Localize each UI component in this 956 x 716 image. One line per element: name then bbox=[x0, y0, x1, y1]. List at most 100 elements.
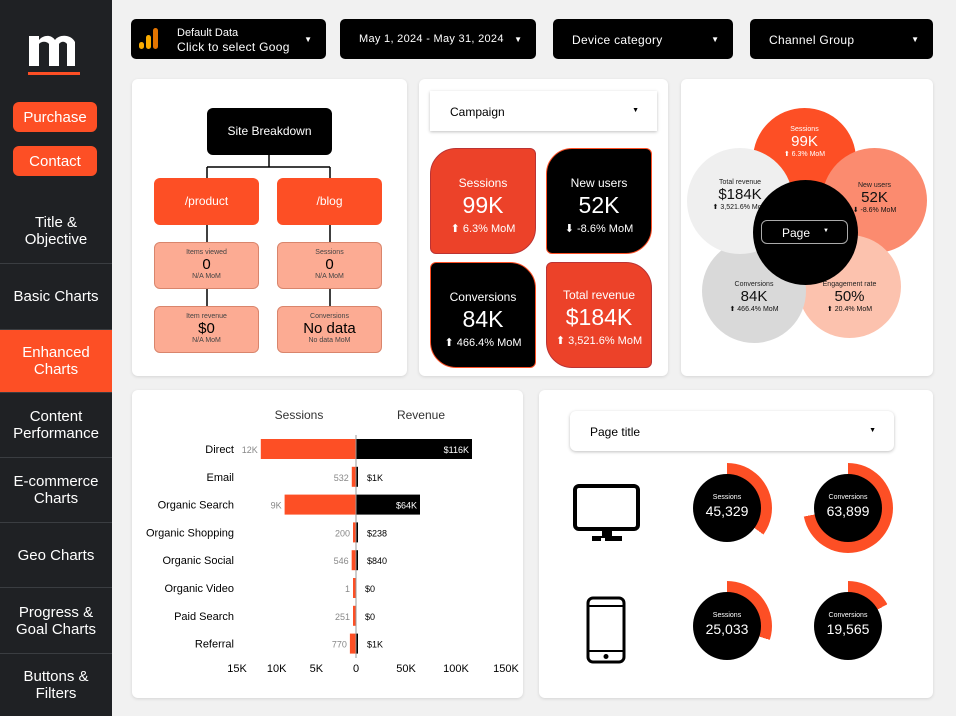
sessions-value-label: 532 bbox=[334, 473, 349, 483]
axis-tick-label: 50K bbox=[396, 663, 416, 675]
chevron-down-icon: ▼ bbox=[632, 107, 639, 114]
chevron-down-icon: ▼ bbox=[711, 35, 719, 44]
kpi-sessions: Sessions 99K ⬆ 6.3% MoM bbox=[430, 148, 536, 254]
channel-group-filter[interactable]: Channel Group ▼ bbox=[750, 19, 933, 59]
sessions-value-label: 12K bbox=[242, 445, 258, 455]
sessions-value-label: 9K bbox=[271, 501, 282, 511]
sessions-bar bbox=[353, 522, 356, 543]
category-label: Organic Shopping bbox=[146, 527, 234, 539]
sessions-bar bbox=[260, 439, 356, 459]
desktop-conversions-gauge: Conversions 63,899 bbox=[803, 463, 893, 553]
campaign-dropdown-label: Campaign bbox=[450, 105, 505, 119]
revenue-value-label: $0 bbox=[365, 612, 375, 622]
revenue-value-label: $840 bbox=[367, 556, 387, 566]
petal-title: Sessions bbox=[790, 126, 819, 133]
category-label: Organic Video bbox=[164, 583, 234, 595]
kpi-new-users: New users 52K ⬇ -8.6% MoM bbox=[546, 148, 652, 254]
revenue-value-label: $238 bbox=[367, 528, 387, 538]
sessions-bar bbox=[351, 466, 356, 487]
metric-value: $0 bbox=[198, 320, 215, 337]
metric-title: Sessions bbox=[315, 249, 344, 256]
gauge-value: 63,899 bbox=[826, 503, 870, 519]
date-range-picker[interactable]: May 1, 2024 - May 31, 2024 ▼ bbox=[340, 19, 536, 59]
kpi-value: $184K bbox=[565, 304, 633, 330]
petal-value: $184K bbox=[718, 186, 762, 203]
campaign-kpi-card: Campaign ▼ Sessions 99K ⬆ 6.3% MoM New u… bbox=[419, 79, 668, 376]
kpi-value: 99K bbox=[462, 192, 504, 218]
nav-content-performance[interactable]: Content Performance bbox=[0, 393, 112, 458]
revenue-value-label: $64K bbox=[396, 501, 417, 511]
purchase-button[interactable]: Purchase bbox=[13, 102, 97, 132]
channel-butterfly-chart-card: Sessions Revenue Direct 12K $116K Email 532 $1K… bbox=[132, 390, 523, 698]
sessions-bar bbox=[284, 494, 356, 515]
revenue-bar bbox=[356, 494, 420, 515]
device-category-label: Device category bbox=[572, 33, 663, 47]
kpi-mom: ⬆ 466.4% MoM bbox=[444, 337, 522, 349]
page-title-dropdown[interactable]: Page title ▼ bbox=[570, 411, 894, 451]
sessions-value-label: 200 bbox=[335, 528, 350, 538]
kpi-value: 52K bbox=[578, 192, 620, 218]
sessions-bar bbox=[353, 578, 356, 598]
analytics-icon bbox=[139, 28, 158, 49]
kpi-mom: ⬇ -8.6% MoM bbox=[564, 223, 634, 235]
metric-mom: N/A MoM bbox=[315, 273, 344, 280]
category-label: Referral bbox=[195, 639, 234, 651]
metric-title: Items viewed bbox=[186, 249, 227, 256]
page-title-dropdown-label: Page title bbox=[590, 425, 641, 439]
sessions-bar bbox=[353, 605, 356, 626]
axis-tick-label: 5K bbox=[310, 663, 324, 675]
petal-mom: ⬆ 3,521.6% MoM bbox=[712, 204, 768, 211]
device-category-filter[interactable]: Device category ▼ bbox=[553, 19, 733, 59]
sessions-bar bbox=[349, 633, 356, 654]
metric-mom: No data MoM bbox=[308, 337, 351, 344]
petal-title: Conversions bbox=[734, 281, 774, 288]
butterfly-chart: Sessions Revenue Direct 12K $116K Email 532 $1K… bbox=[146, 408, 520, 675]
sessions-value-label: 1 bbox=[345, 584, 350, 594]
nav-progress-goal-charts[interactable]: Progress & Goal Charts bbox=[0, 588, 112, 654]
petal-title: Engagement rate bbox=[822, 281, 877, 288]
product-items-viewed: Items viewed 0 N/A MoM bbox=[154, 242, 259, 289]
revenue-value-label: $1K bbox=[367, 473, 383, 483]
petal-title: Total revenue bbox=[718, 179, 762, 186]
nav-buttons-filters[interactable]: Buttons & Filters bbox=[23, 668, 89, 702]
campaign-dropdown[interactable]: Campaign ▼ bbox=[430, 91, 657, 131]
device-performance-card: Page title ▼ Sessions 45,329 Conversions 6… bbox=[539, 390, 933, 698]
revenue-bar bbox=[356, 633, 358, 654]
petal-value: 84K bbox=[740, 288, 768, 305]
sessions-bar bbox=[351, 550, 356, 571]
kpi-title: Conversions bbox=[449, 290, 517, 304]
site-breakdown-card: Site Breakdown /product /blog Items view… bbox=[132, 79, 407, 376]
sessions-header: Sessions bbox=[275, 408, 324, 422]
gauge-value: 25,033 bbox=[705, 621, 749, 637]
petal-value: 50% bbox=[834, 288, 865, 305]
axis-tick-label: 150K bbox=[493, 663, 519, 675]
category-label: Paid Search bbox=[174, 611, 234, 623]
chevron-down-icon: ▼ bbox=[514, 35, 522, 44]
revenue-value-label: $116K bbox=[444, 445, 469, 455]
chevron-down-icon: ▼ bbox=[911, 35, 919, 44]
revenue-bar bbox=[356, 466, 358, 487]
metric-title: Conversions bbox=[310, 313, 349, 320]
data-source-name: Default Data bbox=[177, 27, 239, 39]
chevron-down-icon: ▼ bbox=[304, 35, 312, 44]
nav-geo-charts[interactable]: Geo Charts bbox=[0, 523, 112, 588]
nav-basic-charts[interactable]: Basic Charts bbox=[0, 264, 112, 330]
kpi-total-revenue: Total revenue $184K ⬆ 3,521.6% MoM bbox=[546, 262, 652, 368]
page-dropdown[interactable]: Page ▼ bbox=[761, 220, 848, 244]
data-source-selector[interactable]: Default Data Click to select Goog ▼ bbox=[131, 19, 326, 59]
nav-title-objective[interactable]: Title & Objective bbox=[0, 198, 112, 264]
category-label: Direct bbox=[205, 444, 234, 456]
contact-button[interactable]: Contact bbox=[13, 146, 97, 176]
sessions-value-label: 770 bbox=[332, 640, 347, 650]
revenue-header: Revenue bbox=[397, 408, 445, 422]
page-flower-card: Sessions 99K ⬆ 6.3% MoM New users 52K ⬇ … bbox=[681, 79, 933, 376]
blog-sessions: Sessions 0 N/A MoM bbox=[277, 242, 382, 289]
nav-ecommerce-charts[interactable]: E-commerce Charts bbox=[0, 458, 112, 523]
category-label: Organic Search bbox=[158, 500, 234, 512]
gauge-title: Conversions bbox=[828, 494, 868, 501]
data-source-hint: Click to select Goog bbox=[177, 40, 290, 54]
nav-enhanced-charts[interactable]: Enhanced Charts bbox=[0, 330, 112, 393]
petal-mom: ⬆ 6.3% MoM bbox=[783, 151, 826, 158]
gauge-title: Conversions bbox=[828, 612, 868, 619]
metric-value: 0 bbox=[325, 256, 334, 273]
